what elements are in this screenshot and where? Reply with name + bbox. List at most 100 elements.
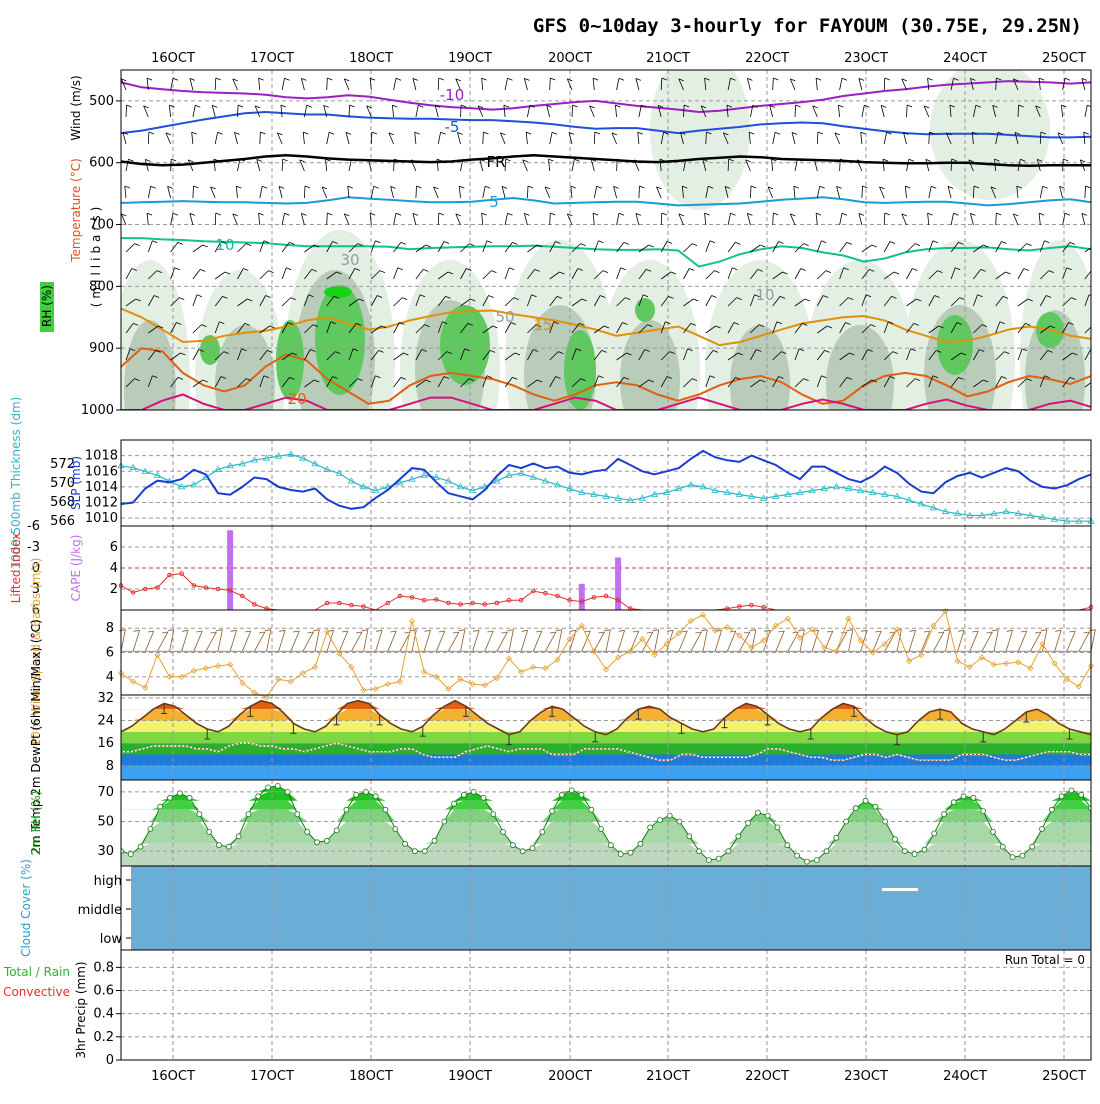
wind10m-barb — [945, 629, 951, 652]
wind-barb — [326, 132, 330, 145]
wind10m-barb — [617, 630, 625, 652]
wind10m-barb-flag — [618, 629, 625, 632]
wind-barb — [705, 375, 711, 388]
wind-barb-flag — [236, 185, 242, 189]
wind-barb — [660, 351, 671, 361]
wind-barb-flag — [884, 77, 890, 81]
wind-barb — [348, 159, 352, 172]
wind-barb — [680, 132, 684, 145]
wind-barb-flag — [704, 212, 710, 216]
lifted-index-marker — [543, 590, 548, 596]
wind10m-marker — [663, 640, 670, 648]
wind10m-barb — [338, 630, 349, 652]
wind-barb-flag — [1038, 212, 1045, 216]
wind-barb-flag — [821, 240, 827, 244]
rh2m-marker — [950, 799, 957, 806]
wind-barb — [705, 270, 715, 280]
wind10m-marker — [566, 636, 573, 643]
wind-barb — [412, 213, 417, 226]
wind-barb — [1084, 294, 1090, 307]
wind-barb-flag — [661, 212, 667, 216]
lifted-index-marker — [130, 590, 136, 595]
wind-barb-flag — [693, 298, 699, 302]
wind-barb-flag — [423, 269, 429, 272]
thickness-marker — [493, 477, 501, 484]
rh2m-marker — [1078, 791, 1085, 798]
wind10m-marker — [675, 630, 682, 637]
wind-barb — [549, 212, 551, 226]
wind-barb — [1062, 267, 1068, 280]
wind10m-barb-flag — [861, 629, 868, 632]
wind-barb-flag — [378, 350, 384, 353]
wind-barb — [638, 269, 647, 280]
wind-barb-flag — [534, 269, 540, 272]
wind-barb — [637, 132, 640, 145]
wind-barb-flag — [455, 213, 461, 217]
wind10m-marker — [421, 668, 428, 675]
wind-barb-flag — [354, 268, 360, 271]
wind-barb — [210, 186, 216, 199]
rh2m-marker — [343, 806, 350, 813]
wind-barb-flag — [327, 212, 333, 216]
wind-barb-flag — [706, 131, 712, 135]
wind-barb — [995, 296, 1004, 307]
wind-barb-flag — [446, 351, 452, 354]
wind-barb-flag — [344, 78, 350, 82]
wind-barb — [259, 240, 265, 253]
wind-barb — [635, 78, 640, 91]
wind-barb-flag — [212, 105, 218, 108]
wind-barb-flag — [171, 158, 177, 162]
wind-barb-flag — [544, 186, 551, 190]
wind-barb — [482, 186, 486, 199]
wind-barb-flag — [704, 77, 710, 81]
wind-barb — [214, 212, 217, 226]
thickness-marker — [699, 483, 707, 490]
wind-barb — [527, 324, 537, 334]
wind-barb-flag — [402, 297, 408, 300]
wind-barb-flag — [371, 131, 378, 135]
lifted-index-marker — [494, 600, 500, 606]
wind-barb — [589, 105, 595, 118]
cape-bar — [227, 530, 234, 610]
wind-barb-flag — [726, 104, 733, 108]
wind-barb — [638, 185, 640, 199]
wind-barb-flag — [312, 324, 319, 327]
rh2m-marker — [852, 805, 859, 812]
wind-barb-flag — [1095, 245, 1100, 247]
wind-barb — [970, 78, 974, 91]
wind-barb-flag — [1048, 270, 1055, 273]
thickness-marker — [1026, 511, 1035, 518]
wind10m-barb-flag — [729, 630, 736, 633]
wind-barb — [593, 295, 601, 307]
wind-barb — [903, 132, 907, 145]
wind-barb-flag — [938, 325, 944, 329]
thickness-marker — [190, 481, 198, 488]
wind-barb-flag — [256, 159, 262, 162]
wind-barb-flag — [691, 243, 698, 246]
wind-barb — [794, 348, 800, 361]
wind-barb — [727, 158, 730, 172]
precip-tick-label: 0.8 — [93, 960, 114, 975]
wind-barb — [928, 295, 935, 307]
wind-barb — [326, 376, 333, 388]
rh2m-band — [121, 843, 1091, 866]
li-tick-label: 0 — [32, 561, 40, 576]
wind-barb — [923, 105, 930, 118]
wind-barb-flag — [860, 131, 866, 135]
wind-barb-flag — [929, 131, 935, 135]
wind-barb — [816, 350, 825, 361]
wind-barb-flag — [579, 323, 585, 326]
wind-barb — [772, 77, 774, 91]
wind-barb-flag — [603, 325, 610, 329]
thickness-marker — [347, 477, 356, 484]
wind-barb-flag — [689, 268, 695, 271]
wind-barb-flag — [1002, 296, 1009, 299]
thickness-marker — [614, 494, 622, 501]
wind-barb-flag — [914, 378, 921, 381]
rh2m-marker — [598, 826, 604, 832]
wind-barb — [834, 132, 840, 145]
wind-barb-flag — [121, 213, 127, 217]
wind-barb — [436, 159, 439, 172]
wind10m-barb — [387, 630, 397, 652]
wind-barb — [1012, 213, 1019, 226]
